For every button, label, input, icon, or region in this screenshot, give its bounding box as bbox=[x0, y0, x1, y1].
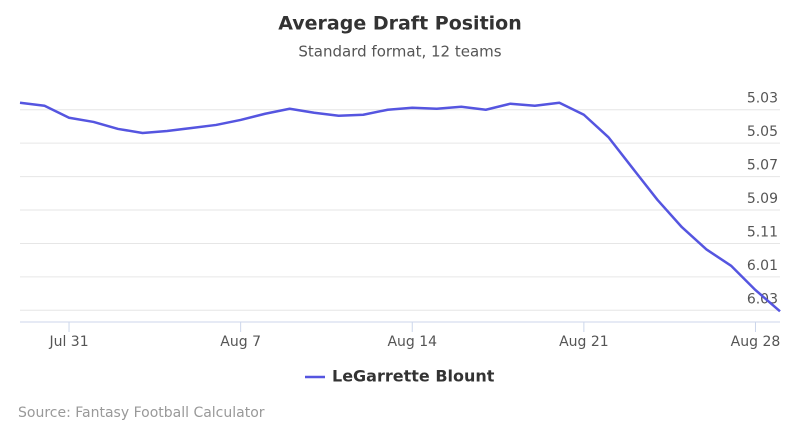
x-tick-label: Aug 14 bbox=[387, 334, 437, 350]
legend-label: LeGarrette Blount bbox=[332, 367, 495, 386]
y-tick-label: 5.05 bbox=[747, 124, 778, 140]
y-tick-label: 5.07 bbox=[747, 158, 778, 174]
x-tick-label: Jul 31 bbox=[48, 334, 88, 350]
y-tick-label: 6.01 bbox=[747, 258, 778, 274]
data-line bbox=[19, 101, 781, 313]
x-tick-label: Aug 28 bbox=[731, 334, 781, 350]
y-tick-label: 5.03 bbox=[747, 91, 778, 107]
x-tick-label: Aug 21 bbox=[559, 334, 609, 350]
chart-subtitle: Standard format, 12 teams bbox=[298, 43, 501, 61]
y-tick-label: 5.09 bbox=[747, 191, 778, 207]
credits: Source: Fantasy Football Calculator bbox=[18, 405, 265, 421]
x-tick-label: Aug 7 bbox=[220, 334, 261, 350]
chart-title: Average Draft Position bbox=[278, 13, 522, 35]
y-tick-label: 5.11 bbox=[747, 224, 778, 240]
